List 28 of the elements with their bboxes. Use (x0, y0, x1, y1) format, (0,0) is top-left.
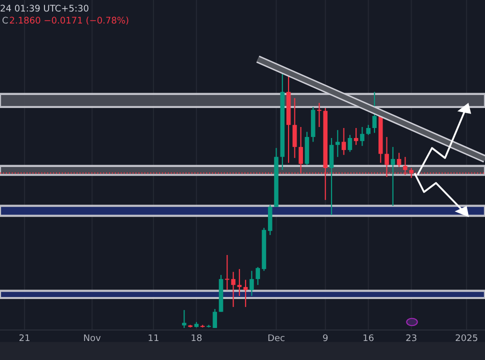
candlestick (237, 268, 242, 297)
candlestick (329, 137, 334, 216)
candlestick (396, 152, 402, 168)
candlestick (354, 127, 358, 146)
x-tick-label: 21 (19, 334, 30, 342)
text: 2.1860 −0.0171 (−0.78%) (10, 16, 128, 25)
x-tick-label: 11 (148, 334, 158, 342)
text: C (2, 16, 8, 24)
x-tick-label: Dec (268, 334, 284, 342)
candlestick (292, 98, 297, 159)
candlestick (348, 134, 352, 152)
x-tick-label: Nov (84, 334, 101, 342)
x-tick-label: 18 (192, 334, 202, 342)
x-tick-label: 2025 (456, 334, 478, 342)
candlestick (243, 279, 248, 308)
candlestick (360, 126, 364, 146)
candlestick (390, 146, 396, 206)
x-tick-label: 9 (323, 334, 328, 342)
text: 24 01:39 UTC+5:30 (0, 4, 88, 12)
candlestick (317, 102, 322, 128)
x-tick-label: 16 (364, 334, 374, 342)
candlestick (342, 127, 346, 156)
candlestick (366, 124, 371, 136)
x-tick-label: 23 (406, 334, 416, 342)
candlestick (250, 270, 254, 297)
candlestick (256, 266, 260, 286)
candlestick (336, 130, 340, 158)
candlestick (182, 309, 186, 329)
